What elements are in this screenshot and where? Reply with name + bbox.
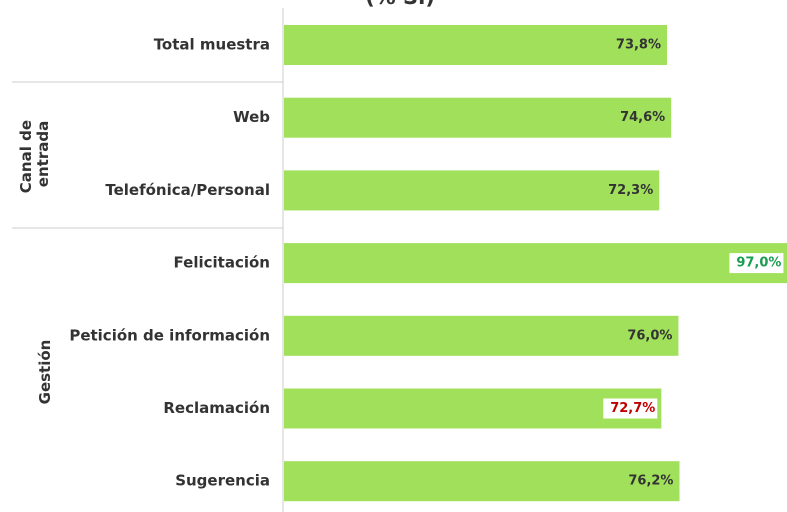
bar xyxy=(284,315,679,356)
bar xyxy=(284,461,680,502)
group-label: Gestión xyxy=(36,340,54,405)
value-label: 76,2% xyxy=(628,474,673,489)
category-label: Web xyxy=(233,108,270,126)
bar xyxy=(284,170,660,211)
group-label-line: Canal de xyxy=(17,120,35,193)
bar xyxy=(284,388,662,429)
value-label-box xyxy=(729,253,784,274)
bar xyxy=(284,97,672,138)
group-label: Canal de entrada xyxy=(17,115,52,193)
category-label: Reclamación xyxy=(163,399,270,417)
value-label: 74,6% xyxy=(620,110,665,125)
value-label-box xyxy=(603,398,658,419)
value-label: 97,0% xyxy=(736,256,781,271)
group-label-line: entrada xyxy=(34,121,52,187)
value-label: 73,8% xyxy=(616,38,661,53)
category-label: Telefónica/Personal xyxy=(105,181,270,199)
category-label: Felicitación xyxy=(174,254,270,272)
category-label: Petición de información xyxy=(69,326,270,344)
bar xyxy=(284,25,668,65)
category-label: Total muestra xyxy=(154,36,270,54)
value-label: 76,0% xyxy=(627,328,672,343)
value-label: 72,7% xyxy=(610,401,655,416)
bar xyxy=(284,243,787,284)
value-label: 72,3% xyxy=(608,183,653,198)
category-label: Sugerencia xyxy=(175,472,270,490)
chart-title: (% Sí) xyxy=(365,0,435,9)
